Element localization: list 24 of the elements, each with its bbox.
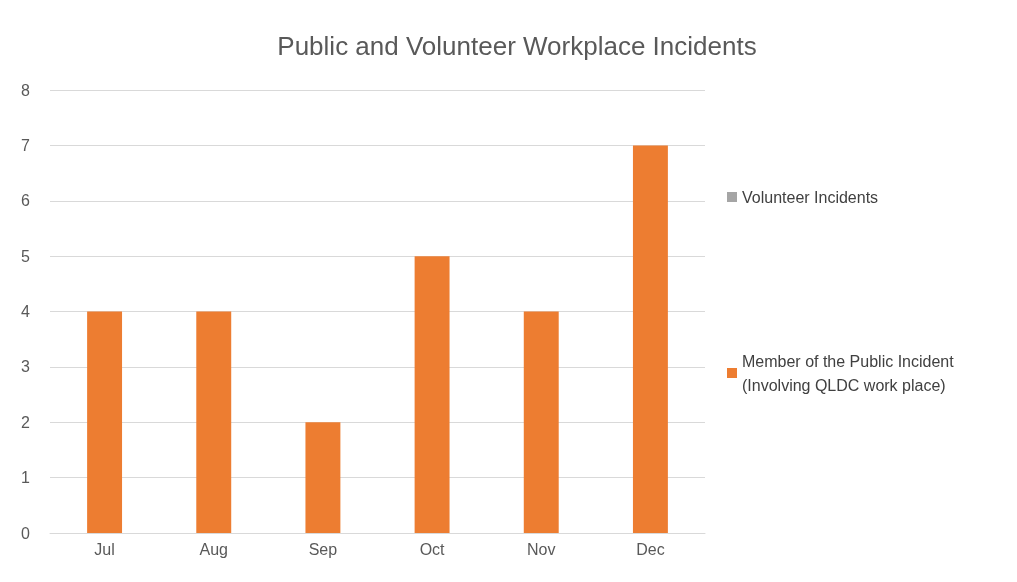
bar <box>523 311 559 533</box>
x-tick-label: Oct <box>419 540 446 558</box>
y-tick-label: 0 <box>21 524 31 542</box>
y-tick-label: 6 <box>21 192 31 210</box>
x-tick-label: Sep <box>308 540 338 558</box>
y-tick-label: 7 <box>21 136 31 154</box>
x-tick-label: Aug <box>199 540 228 558</box>
bar <box>196 311 232 533</box>
legend-label: Member of the Public Incident (Involving QLDC work place) <box>742 352 959 394</box>
x-tick-label: Jul <box>94 540 115 558</box>
bar <box>632 145 668 533</box>
bar <box>87 311 123 533</box>
x-tick-label: Nov <box>527 540 556 558</box>
y-tick-label: 1 <box>21 469 31 487</box>
bar <box>414 256 450 533</box>
y-tick-label: 3 <box>21 358 31 376</box>
chart-title: Public and Volunteer Workplace Incidents <box>277 31 757 61</box>
y-tick-label: 5 <box>21 247 31 265</box>
y-tick-label: 8 <box>21 81 31 99</box>
y-tick-label: 2 <box>21 413 31 431</box>
bar <box>305 422 341 533</box>
y-tick-label: 4 <box>21 303 31 320</box>
legend-label: Volunteer Incidents <box>742 188 879 206</box>
x-tick-label: Dec <box>636 540 665 558</box>
